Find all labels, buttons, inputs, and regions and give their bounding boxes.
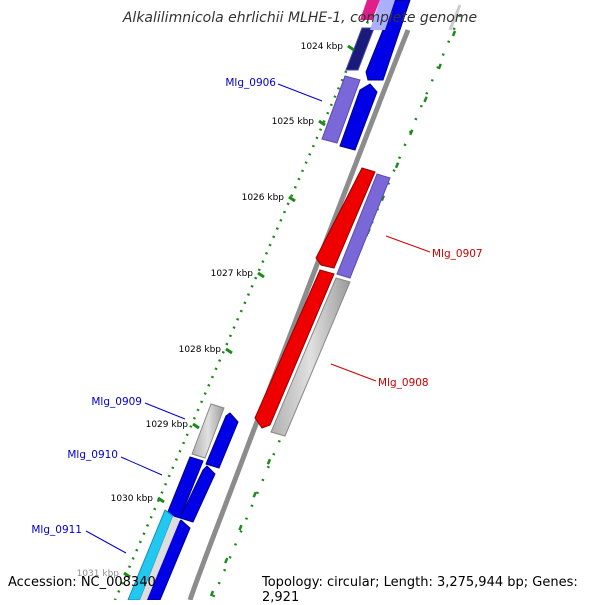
gene-top-lightblue (370, 0, 395, 30)
right-ring-tick (209, 590, 215, 597)
tick-mark-1025 (318, 119, 326, 127)
callout-mlg-0909 (144, 402, 186, 420)
callout-mlg-0908 (330, 363, 377, 382)
right-ring-tick (266, 458, 272, 465)
callout-mlg-0911 (85, 530, 127, 554)
callout-mlg-0910 (120, 456, 163, 476)
right-ring-tick (224, 557, 229, 564)
gene-label-mlg-0906[interactable]: Mlg_0906 (225, 77, 276, 89)
gene-top-blue (365, 0, 411, 81)
tick-mark-1024 (347, 44, 355, 52)
tick-label-1028: 1028 kbp (179, 345, 222, 355)
gene-label-mlg-0910[interactable]: Mlg_0910 (67, 449, 118, 461)
right-ring-tick (238, 524, 243, 531)
tick-label-1027: 1027 kbp (211, 269, 254, 279)
accession-text: Accession: NC_008340 (8, 575, 156, 590)
tick-labels: 1024 kbp 1025 kbp 1026 kbp 1027 kbp 1028 kbp… (77, 42, 355, 579)
callout-mlg-0907 (385, 235, 431, 253)
gene-mlg-0906-cds (339, 83, 378, 151)
tick-ring-left (113, 4, 377, 600)
tick-label-1024: 1024 kbp (301, 42, 344, 52)
tick-mark-1026 (288, 195, 296, 203)
tick-label-1031: 1031 kbp (77, 569, 120, 579)
map-title: Alkalilimnicola ehrlichii MLHE-1, comple… (122, 10, 478, 26)
gene-mlg-0907-cds (315, 167, 376, 269)
backbone-inner (185, 29, 405, 600)
right-ring-tick (409, 129, 414, 136)
callout-mlg-0906 (277, 83, 323, 102)
tick-mark-1031 (123, 571, 131, 579)
gene-mlg-0910-cds-b (179, 465, 216, 523)
tick-mark-1030 (157, 496, 165, 504)
gene-mlg-0911-nocog (140, 516, 180, 600)
gene-label-mlg-0911[interactable]: Mlg_0911 (31, 524, 82, 536)
tick-label-1025: 1025 kbp (272, 117, 315, 127)
gene-label-mlg-0909[interactable]: Mlg_0909 (91, 396, 142, 408)
tick-mark-1027 (257, 271, 265, 279)
gene-label-mlg-0907[interactable]: Mlg_0907 (432, 248, 483, 260)
tick-mark-1028 (225, 347, 233, 355)
right-ring-tick (394, 162, 400, 169)
right-ring-tick (437, 63, 442, 70)
gene-mlg-0907-cog (336, 173, 391, 279)
gene-mlg-0909-nocog (191, 403, 225, 459)
topology-text: Topology: circular; Length: 3,275,944 bp… (262, 575, 578, 605)
right-ring-tick (252, 491, 257, 498)
gene-top-pink (360, 0, 380, 20)
backbone-outer (187, 29, 411, 600)
tick-label-1030: 1030 kbp (111, 494, 154, 504)
gene-mlg-0909-cds (205, 412, 239, 469)
gene-mlg-0908-nocog (270, 277, 351, 437)
tick-label-1029: 1029 kbp (146, 420, 189, 430)
gene-mlg-0908-cds (254, 269, 335, 429)
right-ring-tick (423, 96, 428, 103)
tick-mark-1029 (192, 422, 200, 430)
right-ring-tick (451, 30, 457, 37)
right-ring-tick (380, 195, 385, 202)
gene-label-mlg-0908[interactable]: Mlg_0908 (378, 377, 429, 389)
gene-mlg-0911-cyan (127, 509, 174, 600)
tick-label-1026: 1026 kbp (242, 193, 285, 203)
backbone-top-gray (448, 4, 462, 31)
gene-mlg-0906-cog (321, 75, 361, 144)
gene-top-navy (345, 27, 375, 71)
